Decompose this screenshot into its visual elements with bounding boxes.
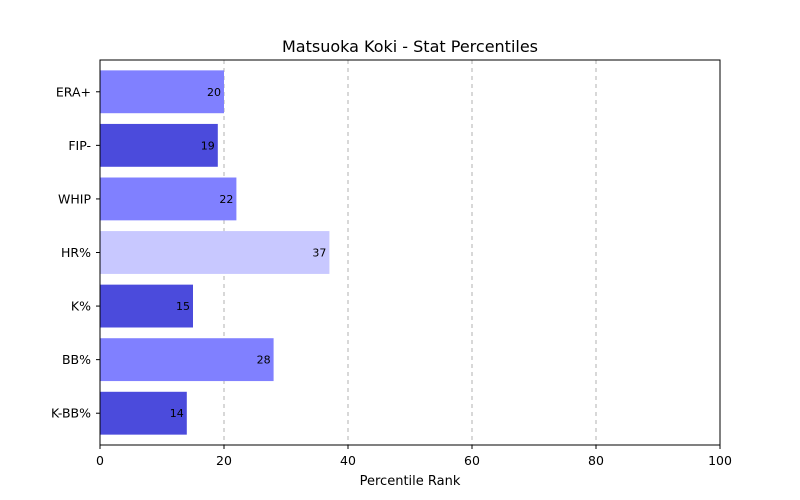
x-tick-label: 80 xyxy=(588,453,604,468)
x-tick-label: 100 xyxy=(708,453,732,468)
y-axis-ticks: ERA+ FIP- WHIP HR% K% BB% K-BB% xyxy=(51,84,100,421)
x-tick-label: 40 xyxy=(340,453,356,468)
bar-value-label: 37 xyxy=(312,247,326,260)
y-tick-label: BB% xyxy=(62,352,91,367)
bar-era- xyxy=(100,70,224,114)
bar-k- xyxy=(100,284,193,328)
x-tick-label: 0 xyxy=(96,453,104,468)
y-tick-label: HR% xyxy=(61,245,91,260)
bar-fip- xyxy=(100,123,218,167)
bar-k-bb- xyxy=(100,391,187,435)
y-tick-label: K% xyxy=(71,299,91,314)
y-tick-label: ERA+ xyxy=(56,84,91,99)
bar-value-label: 22 xyxy=(219,193,233,206)
bars: 20 19 22 37 15 28 14 xyxy=(100,70,330,435)
x-tick-label: 20 xyxy=(216,453,232,468)
bar-value-label: 20 xyxy=(207,86,221,99)
y-tick-label: FIP- xyxy=(68,138,91,153)
bar-value-label: 28 xyxy=(257,354,271,367)
bar-value-label: 14 xyxy=(170,407,184,420)
x-axis-ticks: 0 20 40 60 80 100 xyxy=(96,445,732,468)
x-axis-label: Percentile Rank xyxy=(360,474,461,489)
bar-bb- xyxy=(100,338,274,382)
bar-hr- xyxy=(100,231,330,274)
bar-value-label: 19 xyxy=(201,139,215,152)
y-tick-label: K-BB% xyxy=(51,406,91,421)
bar-whip xyxy=(100,177,237,221)
y-tick-label: WHIP xyxy=(58,191,91,206)
bar-value-label: 15 xyxy=(176,300,190,313)
chart-title: Matsuoka Koki - Stat Percentiles xyxy=(282,37,538,56)
x-tick-label: 60 xyxy=(464,453,480,468)
